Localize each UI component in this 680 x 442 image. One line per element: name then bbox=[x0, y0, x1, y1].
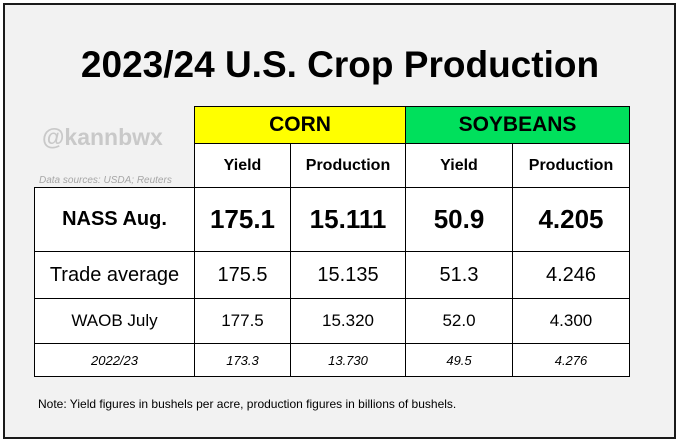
table-cell: 4.300 bbox=[512, 298, 630, 344]
data-sources: Data sources: USDA; Reuters bbox=[39, 175, 172, 186]
watermark-handle: @kannbwx bbox=[42, 124, 163, 150]
table-cell: 177.5 bbox=[194, 298, 291, 344]
table-cell: 175.1 bbox=[194, 187, 291, 252]
table-row: Trade average 175.5 15.135 51.3 4.246 bbox=[34, 251, 630, 299]
subheader-corn-production: Production bbox=[290, 143, 406, 188]
crop-header-soybeans: SOYBEANS bbox=[405, 106, 630, 144]
table-cell: 173.3 bbox=[194, 343, 291, 377]
table-cell: 4.246 bbox=[512, 251, 630, 299]
table-cell: 15.135 bbox=[290, 251, 406, 299]
row-label: NASS Aug. bbox=[34, 187, 195, 252]
table-cell: 4.276 bbox=[512, 343, 630, 377]
table-cell: 15.111 bbox=[290, 187, 406, 252]
table-cell: 15.320 bbox=[290, 298, 406, 344]
table-row: NASS Aug. 175.1 15.111 50.9 4.205 bbox=[34, 187, 630, 252]
row-label: WAOB July bbox=[34, 298, 195, 344]
subheader-soy-production: Production bbox=[512, 143, 630, 188]
crop-production-table: CORN SOYBEANS Yield Production Yield Pro… bbox=[34, 106, 630, 377]
table-cell: 13.730 bbox=[290, 343, 406, 377]
row-label: Trade average bbox=[34, 251, 195, 299]
table-cell: 51.3 bbox=[405, 251, 513, 299]
crop-header-corn: CORN bbox=[194, 106, 406, 144]
table-cell: 50.9 bbox=[405, 187, 513, 252]
footnote: Note: Yield figures in bushels per acre,… bbox=[38, 397, 457, 411]
page-title: 2023/24 U.S. Crop Production bbox=[80, 44, 600, 85]
crop-header-row: CORN SOYBEANS bbox=[35, 106, 630, 144]
subheader-soy-yield: Yield bbox=[405, 143, 513, 188]
table-cell: 4.205 bbox=[512, 187, 630, 252]
table-cell: 49.5 bbox=[405, 343, 513, 377]
table-cell: 52.0 bbox=[405, 298, 513, 344]
table-cell: 175.5 bbox=[194, 251, 291, 299]
table-row: WAOB July 177.5 15.320 52.0 4.300 bbox=[34, 298, 630, 344]
row-label: 2022/23 bbox=[34, 343, 195, 377]
subheader-row: Yield Production Yield Production bbox=[35, 143, 630, 188]
subheader-corn-yield: Yield bbox=[194, 143, 291, 188]
table-row: 2022/23 173.3 13.730 49.5 4.276 bbox=[34, 343, 630, 377]
